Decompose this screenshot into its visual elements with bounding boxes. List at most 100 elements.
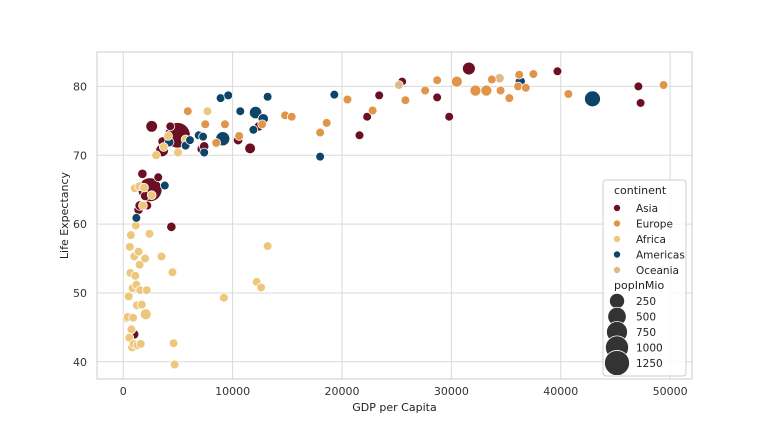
data-point-europe xyxy=(528,69,539,79)
legend-hue-items: Asia Europe Africa Americas Oceania xyxy=(613,203,685,277)
data-point-africa xyxy=(262,241,273,251)
data-point-asia xyxy=(552,66,563,77)
x-tick-label: 0 xyxy=(120,385,127,398)
data-point-europe xyxy=(182,106,193,117)
data-point-europe xyxy=(400,95,411,105)
data-point-asia xyxy=(432,92,442,103)
y-tick-label: 80 xyxy=(73,80,87,93)
data-point-europe xyxy=(450,75,463,88)
x-axis-title: GDP per Capita xyxy=(352,401,436,414)
legend-size-label: 750 xyxy=(636,327,656,339)
legend-hue-title: continent xyxy=(614,184,667,197)
data-point-africa xyxy=(219,292,229,303)
data-point-africa xyxy=(173,147,183,158)
x-tick-label: 30000 xyxy=(434,385,469,398)
data-point-europe xyxy=(315,127,325,138)
data-point-americas xyxy=(160,180,170,191)
data-point-africa xyxy=(126,230,136,240)
data-point-asia xyxy=(153,172,164,183)
data-point-europe xyxy=(487,74,497,85)
data-point-europe xyxy=(200,119,211,130)
data-point-asia xyxy=(444,111,454,122)
data-point-europe xyxy=(514,69,524,80)
data-point-africa xyxy=(133,246,144,257)
data-point-asia xyxy=(462,61,476,76)
legend-size-marker xyxy=(604,350,630,376)
legend-label-oceania: Oceania xyxy=(636,265,679,277)
data-point-africa xyxy=(139,308,152,321)
legend-label-americas: Americas xyxy=(636,250,685,262)
x-tick-label: 40000 xyxy=(543,385,578,398)
legend-size-label: 1000 xyxy=(636,343,663,355)
y-axis-title: Life Expectancy xyxy=(58,171,71,259)
data-point-africa xyxy=(134,259,145,270)
data-point-asia xyxy=(137,168,148,179)
legend-marker-europe xyxy=(613,219,622,228)
legend-marker-americas xyxy=(613,250,622,259)
data-point-africa xyxy=(123,291,134,302)
data-point-asia xyxy=(166,221,177,232)
y-tick-label: 50 xyxy=(73,287,87,300)
data-point-americas xyxy=(185,135,195,145)
legend: continent Asia Europe Africa Americas Oceani… xyxy=(602,179,687,377)
data-point-africa xyxy=(168,338,179,349)
data-point-asia xyxy=(362,111,372,122)
data-point-asia xyxy=(354,130,365,141)
data-points xyxy=(121,61,669,370)
data-point-africa xyxy=(156,251,167,262)
data-point-americas xyxy=(262,91,273,102)
data-point-americas xyxy=(315,151,325,162)
data-point-europe xyxy=(495,85,506,96)
data-point-africa xyxy=(139,182,149,193)
data-point-africa xyxy=(126,324,137,335)
data-point-europe xyxy=(234,131,244,141)
y-tick-label: 60 xyxy=(73,218,87,231)
data-point-americas xyxy=(131,213,142,223)
x-tick-label: 10000 xyxy=(215,385,250,398)
legend-size-label: 250 xyxy=(636,296,656,308)
data-point-africa xyxy=(202,106,213,117)
data-point-africa xyxy=(151,150,161,161)
data-point-americas xyxy=(329,89,340,100)
data-point-americas xyxy=(235,106,246,117)
data-point-americas xyxy=(198,131,208,142)
y-tick-label: 40 xyxy=(73,356,87,369)
data-point-europe xyxy=(211,138,222,148)
data-point-americas xyxy=(584,90,601,108)
data-point-europe xyxy=(469,84,482,97)
legend-size-label: 500 xyxy=(636,312,656,324)
data-point-europe xyxy=(342,94,353,105)
data-point-africa xyxy=(146,190,157,200)
data-point-africa xyxy=(135,339,146,349)
data-point-asia xyxy=(633,81,644,92)
data-point-africa xyxy=(158,142,169,152)
data-point-europe xyxy=(286,111,297,122)
legend-label-europe: Europe xyxy=(636,219,673,231)
legend-marker-oceania xyxy=(613,265,622,274)
legend-size-items: 250 500 750 1000 1250 xyxy=(604,292,663,376)
x-tick-label: 20000 xyxy=(325,385,360,398)
legend-size-marker xyxy=(609,292,626,309)
data-point-africa xyxy=(130,270,141,281)
data-point-europe xyxy=(367,105,378,116)
data-point-africa xyxy=(256,282,266,293)
data-point-africa xyxy=(163,131,173,141)
legend-label-asia: Asia xyxy=(636,203,658,215)
data-point-europe xyxy=(420,85,430,96)
legend-size-title: popInMio xyxy=(614,279,664,292)
data-point-asia xyxy=(165,121,176,132)
data-point-asia xyxy=(635,98,646,108)
tick-labels: 0 10000 20000 30000 40000 50000 40 50 60 70 80 xyxy=(73,80,688,398)
data-point-africa xyxy=(167,267,178,278)
data-point-africa xyxy=(137,299,147,310)
x-tick-label: 50000 xyxy=(653,385,688,398)
data-point-americas xyxy=(199,147,209,158)
y-tick-label: 70 xyxy=(73,149,87,162)
data-point-asia xyxy=(145,120,158,133)
data-point-africa xyxy=(125,242,135,252)
data-point-europe xyxy=(504,93,515,103)
data-point-europe xyxy=(321,118,332,128)
legend-marker-asia xyxy=(613,203,622,212)
legend-marker-africa xyxy=(613,234,622,243)
